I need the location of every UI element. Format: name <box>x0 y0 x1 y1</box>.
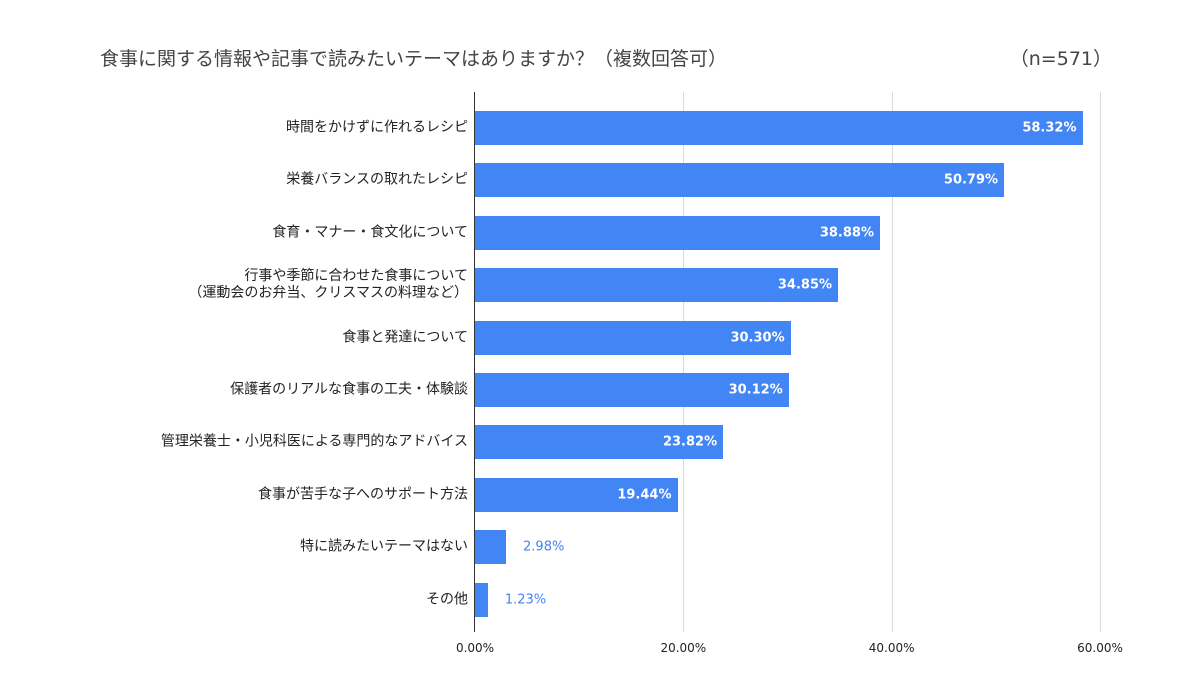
bar <box>475 530 507 565</box>
data-label: 50.79% <box>943 172 999 188</box>
category-label: 特に読みたいテーマはない <box>300 538 468 555</box>
gridline <box>891 92 893 632</box>
data-label: 34.85% <box>777 277 833 293</box>
category-label: 食育・マナー・食文化について <box>272 224 468 241</box>
bar <box>475 477 678 512</box>
bar <box>475 582 488 617</box>
bar <box>475 111 1083 145</box>
x-tick-label: 60.00% <box>1077 641 1123 655</box>
data-label: 38.88% <box>819 225 874 241</box>
bar <box>475 268 839 303</box>
category-label: その他 <box>426 591 468 608</box>
chart-title: 食事に関する情報や記事で読みたいテーマはありますか？（複数回答可） <box>100 48 728 70</box>
data-label: 19.44% <box>617 487 672 503</box>
gridline <box>683 92 685 632</box>
category-label: 栄養バランスの取れたレシピ <box>286 171 468 188</box>
x-tick-label: 40.00% <box>868 641 915 655</box>
bar <box>475 425 724 460</box>
sample-size: （n=571） <box>1009 48 1112 70</box>
gridline <box>1100 92 1101 632</box>
data-label: 58.32% <box>1022 120 1077 136</box>
data-label: 2.98% <box>523 539 565 555</box>
x-tick-label: 0.00% <box>455 641 495 655</box>
bar <box>475 373 789 407</box>
bar <box>475 163 1005 198</box>
bar <box>475 215 880 250</box>
category-label: 管理栄養士・小児科医による専門的なアドバイス <box>160 433 468 450</box>
y-axis-line <box>474 92 475 632</box>
category-label: 食事が苦手な子へのサポート方法 <box>258 486 468 503</box>
category-label: 食事と発達について <box>342 329 468 346</box>
category-label: 行事や季節に合わせた食事について （運動会のお弁当、クリスマスの料理など） <box>188 268 468 302</box>
category-label: 保護者のリアルな食事の工夫・体験談 <box>230 381 468 398</box>
bar <box>475 320 791 355</box>
category-label: 時間をかけずに作れるレシピ <box>286 119 468 136</box>
data-label: 30.12% <box>728 382 783 398</box>
data-label: 1.23% <box>504 592 547 608</box>
x-tick-label: 20.00% <box>660 641 707 655</box>
data-label: 23.82% <box>662 434 718 450</box>
data-label: 30.30% <box>730 330 785 346</box>
